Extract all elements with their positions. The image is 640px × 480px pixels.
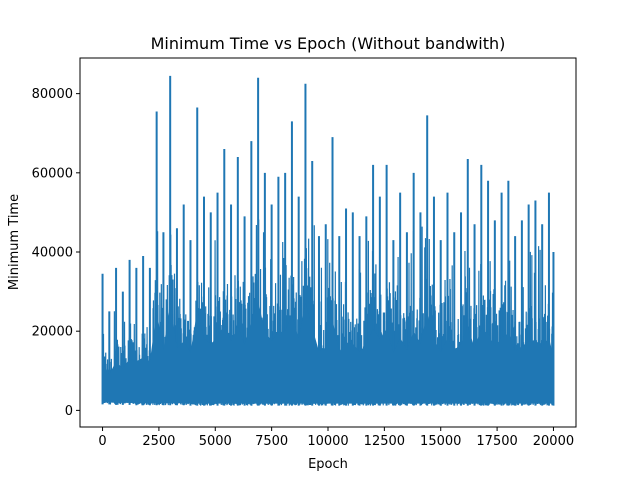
x-tick-label: 15000 (420, 434, 461, 449)
y-tick-label: 40000 (32, 246, 73, 261)
x-tick-label: 20000 (533, 434, 574, 449)
y-tick-label: 60000 (32, 166, 73, 181)
y-tick-label: 20000 (32, 325, 73, 340)
series-dense-band (102, 299, 554, 404)
chart-title: Minimum Time vs Epoch (Without bandwith) (151, 34, 506, 53)
x-axis-label: Epoch (308, 457, 348, 472)
series-peaks (101, 75, 555, 406)
x-tick-label: 2500 (142, 434, 175, 449)
y-axis: 0 20000 40000 60000 80000 (32, 87, 80, 419)
x-tick-label: 10000 (307, 434, 348, 449)
series-layer (101, 75, 555, 406)
x-tick-label: 0 (98, 434, 106, 449)
x-axis: 0 2500 5000 7500 10000 12500 15000 17500 20000 (98, 427, 574, 449)
y-tick-label: 0 (65, 404, 73, 419)
y-axis-label: Minimum Time (7, 194, 22, 290)
y-tick-label: 80000 (32, 87, 73, 102)
x-tick-label: 5000 (199, 434, 232, 449)
x-tick-label: 17500 (476, 434, 517, 449)
plot-area (79, 57, 577, 428)
x-tick-label: 12500 (364, 434, 405, 449)
x-tick-label: 7500 (255, 434, 288, 449)
